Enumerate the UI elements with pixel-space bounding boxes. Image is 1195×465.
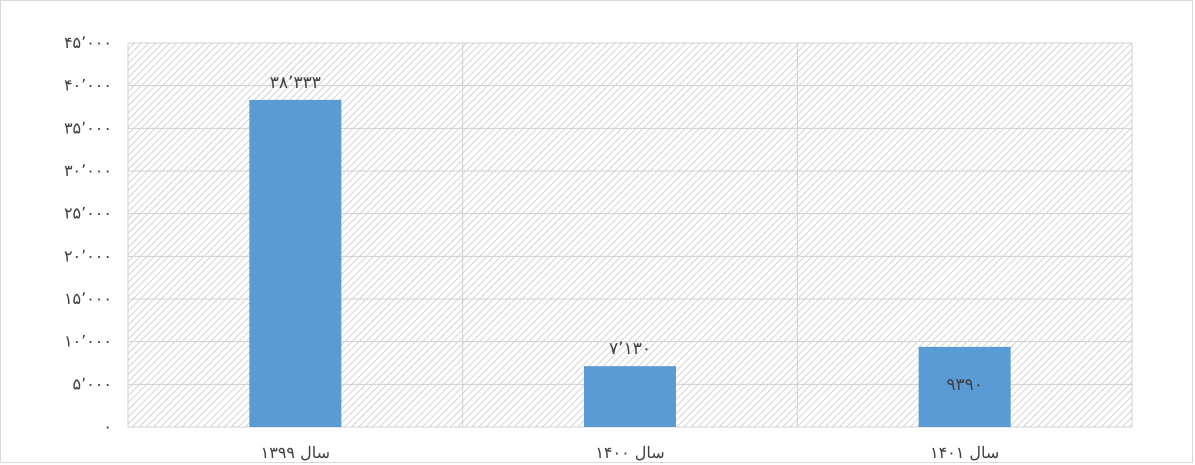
y-tick-label: ۴۰٬۰۰۰ [64,76,112,95]
y-tick-label: ۰ [103,417,112,436]
x-tick-label: سال ۱۴۰۱ [930,443,999,462]
bars [249,99,1011,428]
y-tick-label: ۲۵٬۰۰۰ [64,204,112,223]
data-label: ۷٬۱۳۰ [609,339,651,359]
y-tick-label: ۳۰٬۰۰۰ [64,161,112,180]
y-tick-label: ۱۰٬۰۰۰ [64,332,112,351]
data-labels: ۳۸٬۳۳۳ ۷٬۱۳۰ ۹۳۹۰ [270,73,983,395]
y-tick-label: ۴۵٬۰۰۰ [64,33,112,52]
y-tick-label: ۵٬۰۰۰ [73,374,112,393]
y-tick-label: ۱۵٬۰۰۰ [64,289,112,308]
bar [249,99,342,428]
y-tick-label: ۳۵٬۰۰۰ [64,118,112,137]
bar [918,346,1011,427]
data-label: ۹۳۹۰ [946,375,983,395]
y-axis-labels: ۰ ۵٬۰۰۰ ۱۰٬۰۰۰ ۱۵٬۰۰۰ ۲۰٬۰۰۰ ۲۵٬۰۰۰ ۳۰٬۰۰۰ ۳۵٬۰… [64,33,112,436]
y-tick-label: ۲۰٬۰۰۰ [64,246,112,265]
bar [583,366,677,427]
x-tick-label: سال ۱۳۹۹ [261,443,330,462]
x-tick-label: سال ۱۴۰۰ [595,443,664,462]
x-axis-labels: سال ۱۳۹۹ سال ۱۴۰۰ سال ۱۴۰۱ [261,443,1000,462]
data-label: ۳۸٬۳۳۳ [270,73,321,93]
